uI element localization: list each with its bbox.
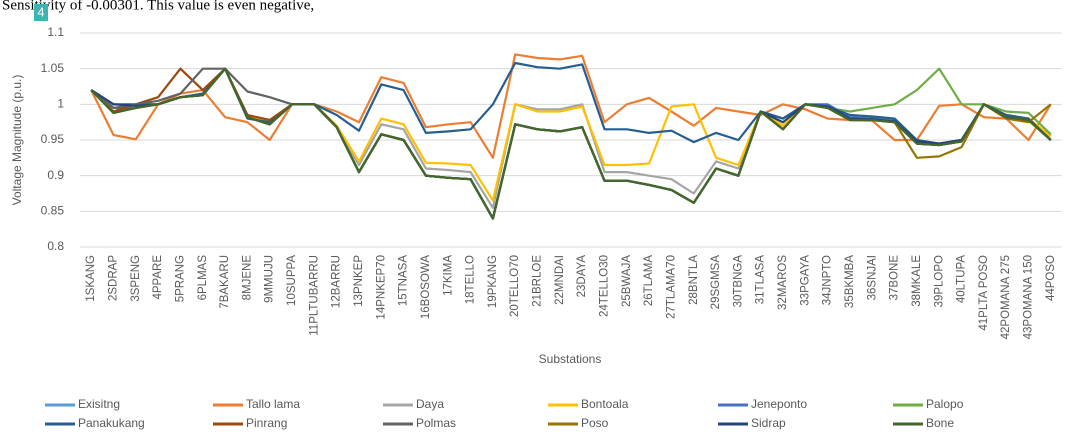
y-tick-label: 0.8 [47,239,64,253]
x-tick-label: 36SNJAI [866,255,878,300]
x-tick-label: 35BKMBA [844,255,856,308]
x-tick-label: 40LTUPA [956,255,968,303]
legend-label: Exisitng [78,397,120,411]
x-tick-label: 25BWAJA [621,255,633,307]
x-tick-label: 4PPARE [152,255,164,300]
x-tick-label: 11PLTUBARRU [308,255,320,336]
x-tick-label: 22MNDAI [554,255,566,305]
x-tick-label: 6PLMAS [197,255,209,301]
y-tick-label: 0.85 [41,204,65,218]
x-tick-label: 34JNPTO [822,255,834,305]
x-tick-label: 20TELLO70 [509,255,521,317]
x-tick-label: 38MKALE [911,255,923,307]
legend-label: Tallo lama [246,397,300,411]
x-tick-label: 15TNASA [398,255,410,306]
x-tick-label: 13PNKEP [353,255,365,307]
x-tick-label: 17KIMA [442,255,454,296]
x-tick-label: 26TLAMA [643,255,655,306]
x-tick-label: 41PLTA POSO [978,255,990,331]
legend-label: Sidrap [751,416,786,430]
x-tick-label: 29SGMSA [710,255,722,310]
x-tick-label: 2SDRAP [108,255,120,301]
x-tick-label: 44POSO [1045,255,1057,301]
x-tick-label: 18TELLO [465,255,477,304]
x-tick-label: 32MAROS [777,255,789,310]
series-line [90,53,1052,159]
y-axis-title: Voltage Magnitude (p.u.) [10,75,24,206]
x-tick-label: 28BNTLA [688,255,700,305]
badge-box [34,4,48,21]
y-tick-label: 1 [57,97,64,111]
x-tick-label: 9MMUJU [264,255,276,303]
x-tick-label: 16BOSOWA [420,255,432,319]
legend-label: Polmas [416,416,456,430]
x-tick-label: 19PKANG [487,255,499,308]
x-tick-label: 14PNKEP70 [375,255,387,320]
x-tick-label: 7BAKARU [219,255,231,309]
x-tick-label: 27TLAMA70 [665,255,677,319]
y-tick-label: 0.9 [47,168,64,182]
header-text: Sensitivity of -0.00301. This value is e… [2,0,314,13]
x-axis-title: Substations [539,352,602,366]
x-tick-label: 23DAYA [576,255,588,298]
x-tick-label: 39PLOPO [933,255,945,307]
x-tick-label: 1SKANG [85,255,97,302]
x-tick-label: 37BONE [889,255,901,301]
x-tick-label: 24TELLO30 [599,255,611,317]
legend-label: Poso [581,416,609,430]
x-tick-label: 8MJENE [241,255,253,301]
x-tick-label: 33PGAYA [799,255,811,306]
legend-label: Daya [416,397,444,411]
series-line [90,67,1052,220]
legend-label: Jeneponto [751,397,807,411]
x-tick-label: 43POMANA 150 [1023,255,1035,339]
legend-label: Pinrang [246,416,287,430]
x-tick-label: 42POMANA 275 [1000,255,1012,339]
x-tick-label: 10SUPPA [286,255,298,306]
y-tick-label: 1.1 [47,25,64,39]
x-tick-label: 5PRANG [174,255,186,302]
x-tick-label: 12BARRU [331,255,343,308]
legend-label: Palopo [926,397,964,411]
legend-label: Bontoala [581,397,629,411]
legend-label: Panakukang [78,416,145,430]
x-tick-label: 31TLASA [755,255,767,305]
badge: 4 [37,4,44,19]
x-tick-label: 3SPENG [130,255,142,302]
x-tick-label: 30TBNGA [732,255,744,308]
legend-label: Bone [926,416,954,430]
y-tick-label: 0.95 [41,132,65,146]
x-tick-label: 21BRLOE [532,255,544,307]
y-tick-label: 1.05 [41,61,65,75]
